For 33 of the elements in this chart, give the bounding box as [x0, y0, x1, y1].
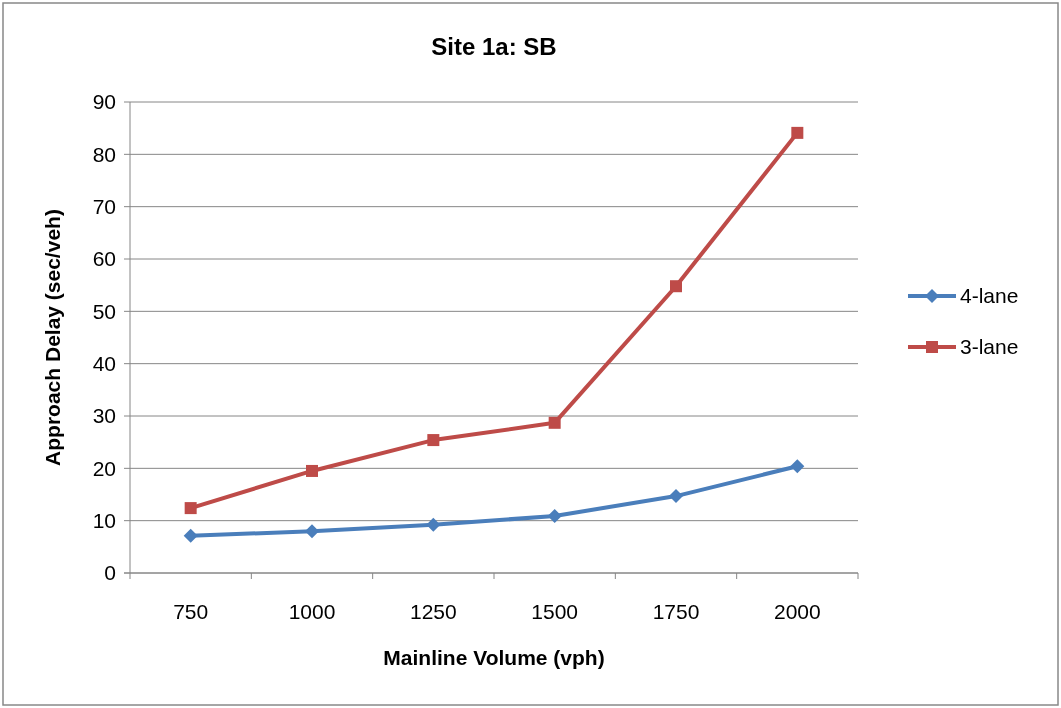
x-tick-label: 1250: [409, 600, 457, 623]
y-tick-label: 60: [92, 247, 116, 271]
x-tick-label: 2000: [773, 600, 821, 623]
y-tick-label: 10: [92, 509, 116, 533]
y-tick-label: 70: [92, 195, 116, 219]
x-tick-label: 1750: [652, 600, 700, 623]
y-tick-label: 90: [92, 90, 116, 114]
point: [184, 502, 197, 515]
x-axis-title: Mainline Volume (vph): [383, 646, 605, 669]
y-tick-label: 0: [104, 561, 116, 585]
y-tick-label: 80: [92, 142, 116, 166]
point: [306, 464, 318, 477]
y-tick-label: 20: [92, 456, 116, 480]
point: [790, 459, 805, 474]
point: [670, 280, 682, 293]
y-axis-title: Approach Delay (sec/veh): [41, 209, 64, 466]
point: [547, 508, 562, 523]
point: [183, 528, 198, 543]
chart-title: Site 1a: SB: [431, 33, 557, 60]
y-tick-label: 40: [92, 352, 116, 376]
point: [548, 416, 561, 429]
legend-label: 3-lane: [960, 335, 1019, 359]
point: [669, 489, 683, 504]
x-tick-label: 1000: [288, 600, 336, 623]
y-tick-label: 50: [92, 299, 116, 323]
point: [791, 126, 804, 139]
point: [305, 524, 319, 539]
x-tick-label: 1500: [531, 600, 579, 623]
y-tick-label: 30: [92, 404, 116, 428]
point: [427, 434, 440, 447]
legend-label: 4-lane: [960, 284, 1019, 308]
point: [426, 517, 441, 532]
x-tick-label: 750: [173, 600, 209, 623]
